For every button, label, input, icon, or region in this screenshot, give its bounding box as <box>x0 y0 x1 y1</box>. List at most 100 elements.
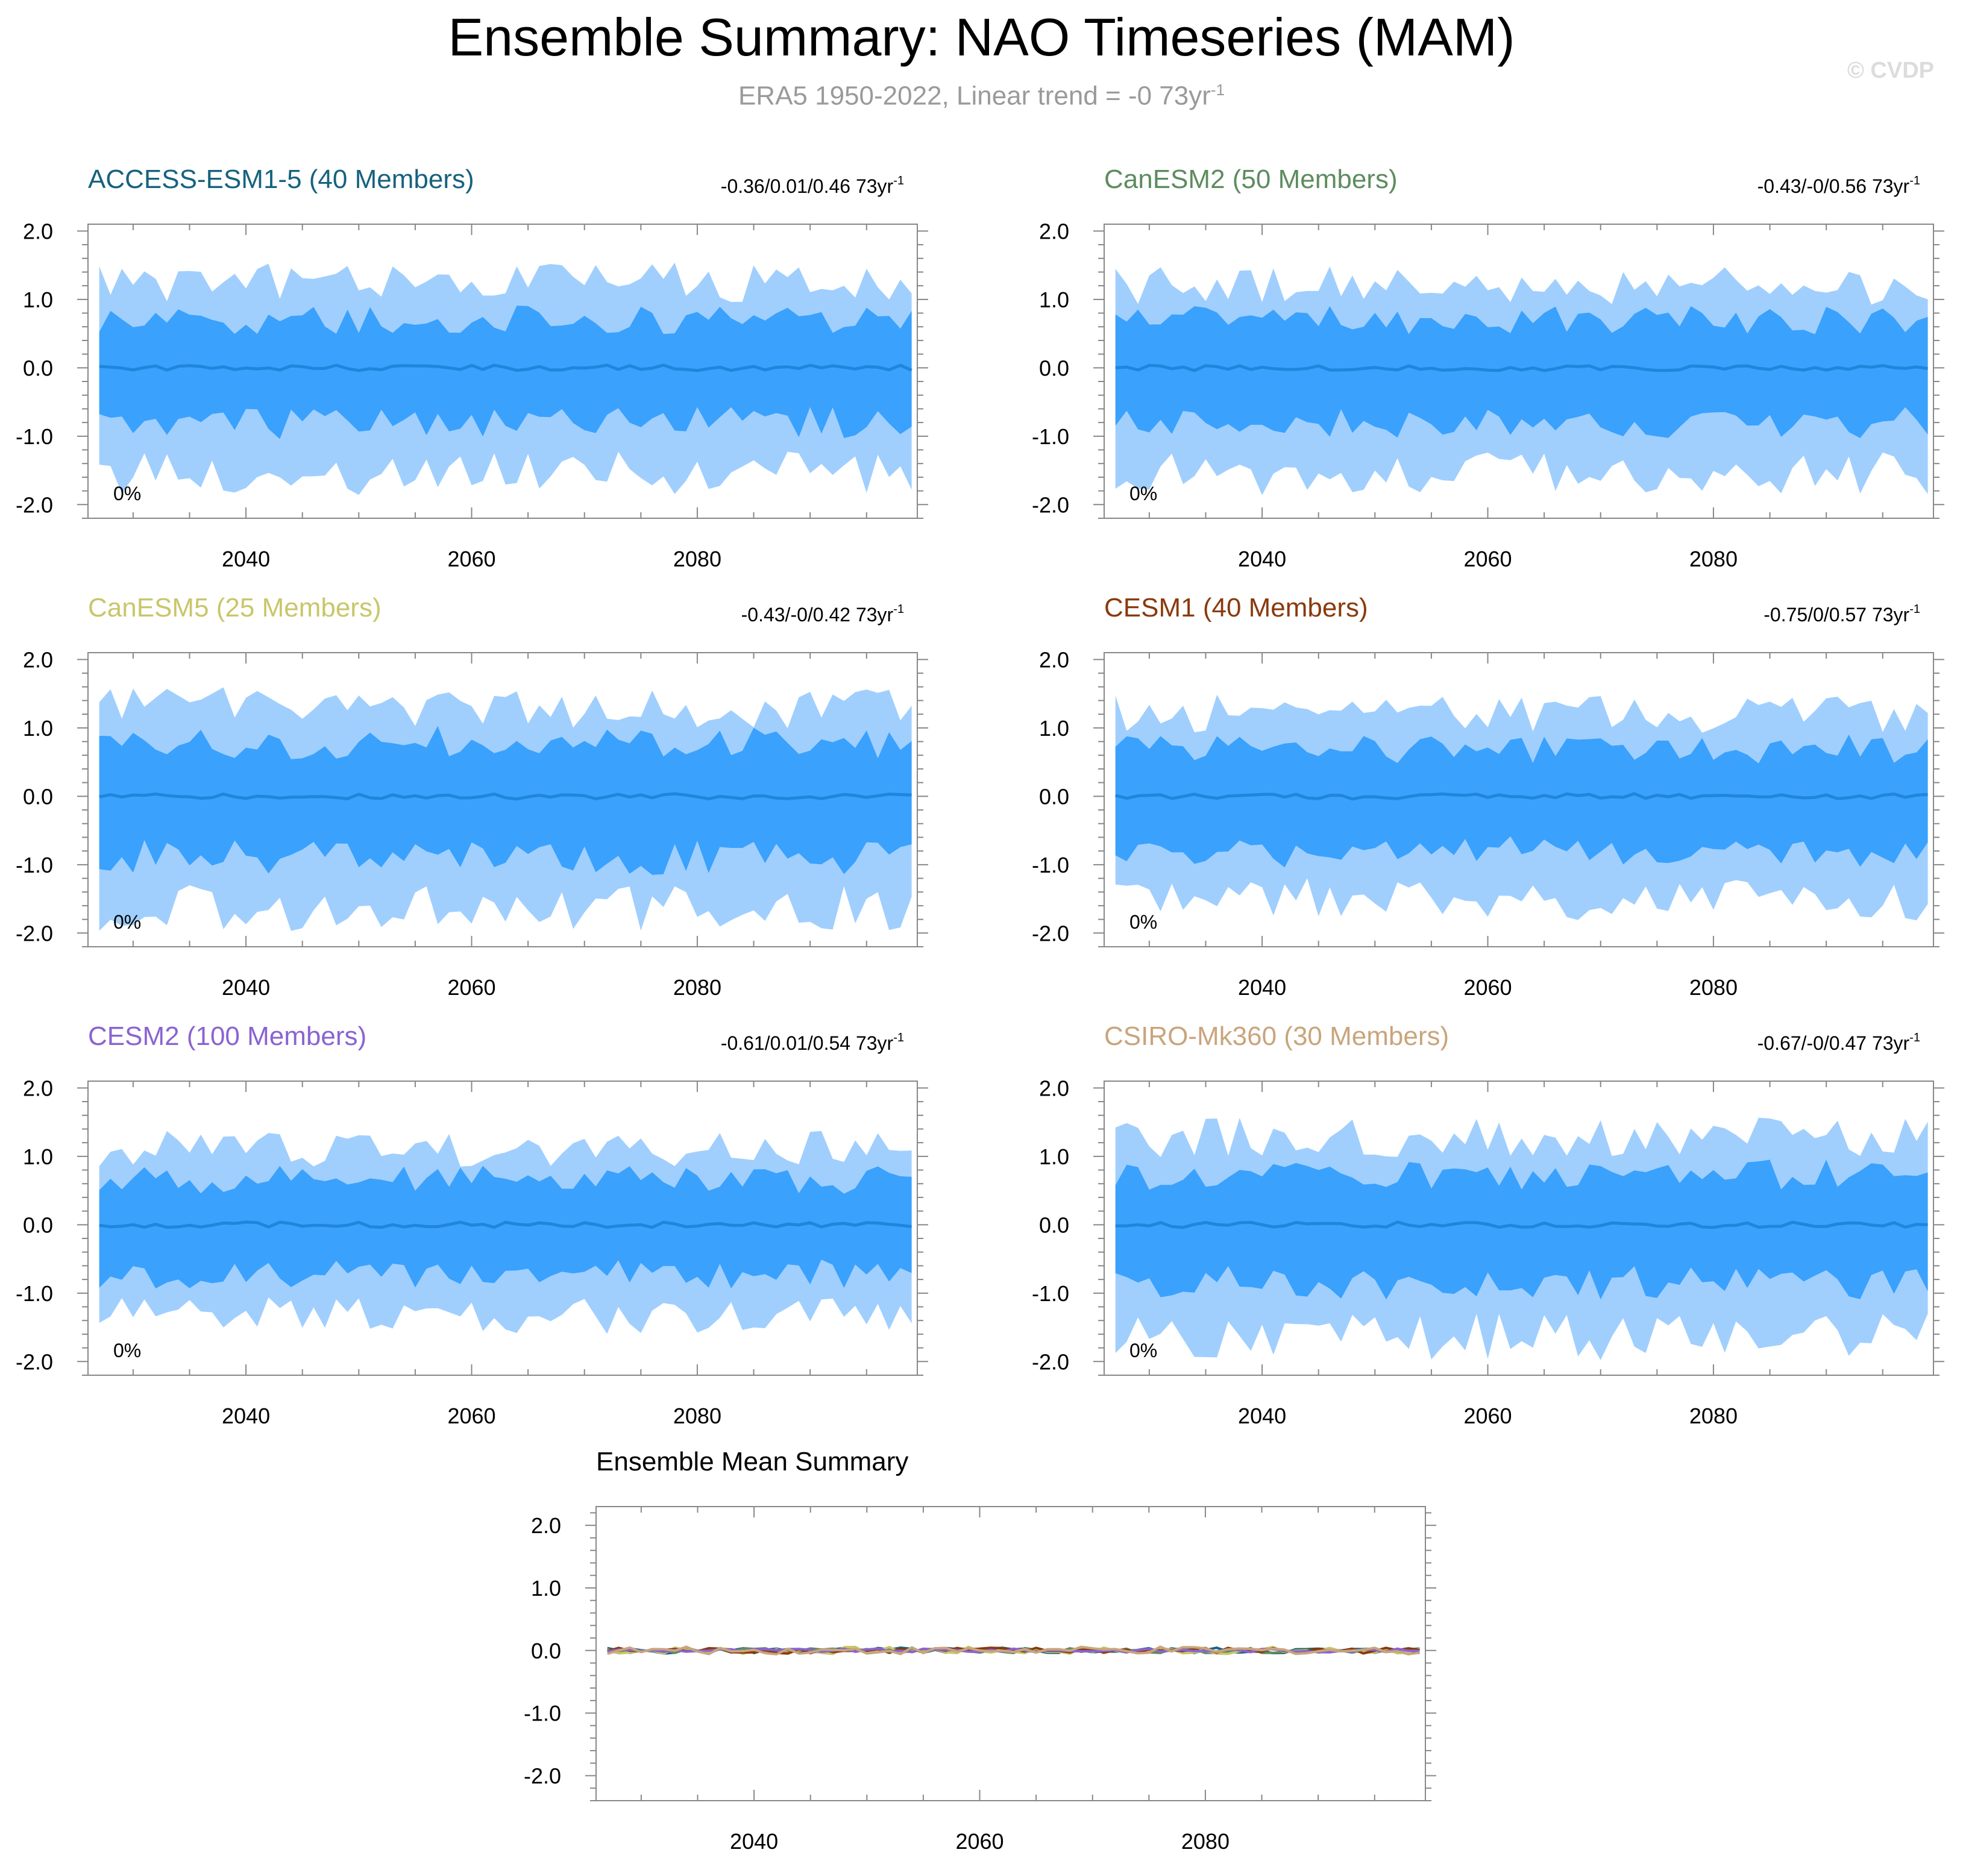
ensemble-mean-line <box>99 792 912 801</box>
y-tick-label: 1.0 <box>1039 716 1069 741</box>
plot-frame <box>1104 1081 1934 1376</box>
percent-label: 0% <box>1129 911 1157 933</box>
y-tick-label: 1.0 <box>1039 287 1069 312</box>
x-tick-label: 2080 <box>673 1404 721 1428</box>
trend-stat-superscript: -1 <box>1909 603 1920 616</box>
plot-area <box>1115 1117 1928 1360</box>
trend-stat-text: -0.43/-0/0.42 73yr <box>741 604 894 626</box>
y-tick-label: -1.0 <box>16 424 53 449</box>
panel-title: CanESM5 (25 Members) <box>88 593 382 623</box>
x-tick-label: 2060 <box>447 975 495 1000</box>
x-tick-label: 2040 <box>222 975 270 1000</box>
plot-frame <box>87 224 918 519</box>
panel-access: 2040 2060 2080 2.0 1.0 0.0 -1.0 -2.0 ACCESS-ESM1… <box>16 165 928 571</box>
panel-title: CESM2 (100 Members) <box>88 1021 366 1051</box>
plot-area <box>99 687 912 931</box>
x-tick-label: 2080 <box>1689 1404 1738 1428</box>
plot-frame <box>87 1081 918 1376</box>
y-tick-label: -2.0 <box>1032 492 1069 517</box>
plot-area <box>1115 694 1928 921</box>
x-tick-label: 2060 <box>1463 547 1512 571</box>
trend-stat-label: -0.43/-0/0.42 73yr-1 <box>741 603 904 626</box>
y-tick-label: 2.0 <box>23 1076 53 1100</box>
y-tick-label: 1.0 <box>23 287 53 312</box>
y-tick-label: -2.0 <box>524 1763 561 1788</box>
y-tick-label: -2.0 <box>1032 921 1069 946</box>
y-tick-label: 2.0 <box>23 219 53 243</box>
trend-stat-text: -0.67/-0/0.47 73yr <box>1757 1032 1910 1054</box>
ensemble-mean-line <box>1115 363 1928 372</box>
y-tick-label: 1.0 <box>23 1144 53 1169</box>
x-tick-label: 2040 <box>1238 1404 1286 1428</box>
inner-spread-band <box>99 726 912 875</box>
trend-stat-superscript: -1 <box>893 1031 904 1044</box>
y-tick-label: 2.0 <box>1039 219 1069 243</box>
panel-canesm2: 2040 2060 2080 2.0 1.0 0.0 -1.0 -2.0 CanESM2 (50… <box>1032 165 1944 571</box>
trend-stat-text: -0.36/0.01/0.46 73yr <box>721 175 894 197</box>
x-tick-label: 2060 <box>955 1829 1003 1854</box>
x-tick-label: 2040 <box>1238 975 1286 1000</box>
panel-cesm1: 2040 2060 2080 2.0 1.0 0.0 -1.0 -2.0 CESM1 (40 M… <box>1032 593 1944 1000</box>
ensemble-mean-line <box>1115 1220 1928 1229</box>
plot-frame <box>1104 224 1934 519</box>
y-tick-label: 2.0 <box>1039 647 1069 672</box>
y-tick-label: -1.0 <box>16 853 53 877</box>
y-tick-label: 1.0 <box>1039 1144 1069 1169</box>
y-tick-label: -2.0 <box>1032 1349 1069 1374</box>
inner-spread-band <box>1115 1159 1928 1300</box>
y-tick-label: 0.0 <box>1039 356 1069 380</box>
y-tick-label: 0.0 <box>23 356 53 380</box>
percent-label: 0% <box>113 1340 141 1361</box>
x-tick-label: 2080 <box>673 547 721 571</box>
y-tick-label: 0.0 <box>1039 1212 1069 1237</box>
x-tick-label: 2080 <box>1689 975 1738 1000</box>
plot-area <box>99 262 912 495</box>
y-tick-label: 2.0 <box>1039 1076 1069 1100</box>
percent-label: 0% <box>113 911 141 933</box>
inner-spread-band <box>1115 735 1928 868</box>
panel-title: ACCESS-ESM1-5 (40 Members) <box>88 165 474 194</box>
x-tick-label: 2080 <box>673 975 721 1000</box>
y-tick-label: -2.0 <box>16 921 53 946</box>
plot-area <box>607 1645 1421 1656</box>
trend-stat-superscript: -1 <box>1909 1031 1920 1044</box>
percent-label: 0% <box>1129 483 1157 504</box>
plot-frame <box>1104 652 1934 947</box>
panel-title: CanESM2 (50 Members) <box>1104 165 1398 194</box>
y-tick-label: -1.0 <box>1032 853 1069 877</box>
figure-title: Ensemble Summary: NAO Timeseries (MAM) <box>448 7 1515 67</box>
y-tick-label: 0.0 <box>23 1212 53 1237</box>
subtitle-superscript: -1 <box>1210 81 1225 99</box>
plot-frame <box>595 1506 1426 1801</box>
trend-stat-superscript: -1 <box>893 174 904 187</box>
y-tick-label: 2.0 <box>23 647 53 672</box>
x-tick-label: 2080 <box>1181 1829 1230 1854</box>
ensemble-mean-line <box>99 363 912 372</box>
inner-spread-band <box>99 1165 912 1288</box>
y-tick-label: 0.0 <box>1039 784 1069 809</box>
y-tick-label: 0.0 <box>23 784 53 809</box>
trend-stat-label: -0.61/0.01/0.54 73yr-1 <box>721 1031 904 1054</box>
y-tick-label: 1.0 <box>531 1576 561 1601</box>
x-tick-label: 2040 <box>222 1404 270 1428</box>
series-line <box>607 1645 1420 1656</box>
percent-label: 0% <box>1129 1340 1157 1361</box>
trend-stat-text: -0.43/-0/0.56 73yr <box>1757 175 1910 197</box>
panel-title: Ensemble Mean Summary <box>596 1447 908 1476</box>
trend-stat-superscript: -1 <box>1909 174 1920 187</box>
y-tick-label: -1.0 <box>16 1281 53 1306</box>
panel-cesm2: 2040 2060 2080 2.0 1.0 0.0 -1.0 -2.0 CESM2 (100 … <box>16 1021 928 1428</box>
trend-stat-label: -0.36/0.01/0.46 73yr-1 <box>721 174 904 197</box>
percent-label: 0% <box>113 483 141 504</box>
trend-stat-superscript: -1 <box>893 603 904 616</box>
x-tick-label: 2040 <box>222 547 270 571</box>
y-tick-label: -2.0 <box>16 492 53 517</box>
panel-title: CESM1 (40 Members) <box>1104 593 1368 623</box>
figure-subtitle: ERA5 1950-2022, Linear trend = -0 73yr-1 <box>0 82 1963 110</box>
x-tick-label: 2040 <box>1238 547 1286 571</box>
y-tick-label: -1.0 <box>524 1701 561 1726</box>
panel-csiro: 2040 2060 2080 2.0 1.0 0.0 -1.0 -2.0 CSIRO-Mk360… <box>1032 1021 1944 1428</box>
panel-canesm5: 2040 2060 2080 2.0 1.0 0.0 -1.0 -2.0 CanESM5 (25… <box>16 593 928 1000</box>
inner-spread-band <box>99 306 912 439</box>
y-tick-label: 1.0 <box>23 716 53 741</box>
